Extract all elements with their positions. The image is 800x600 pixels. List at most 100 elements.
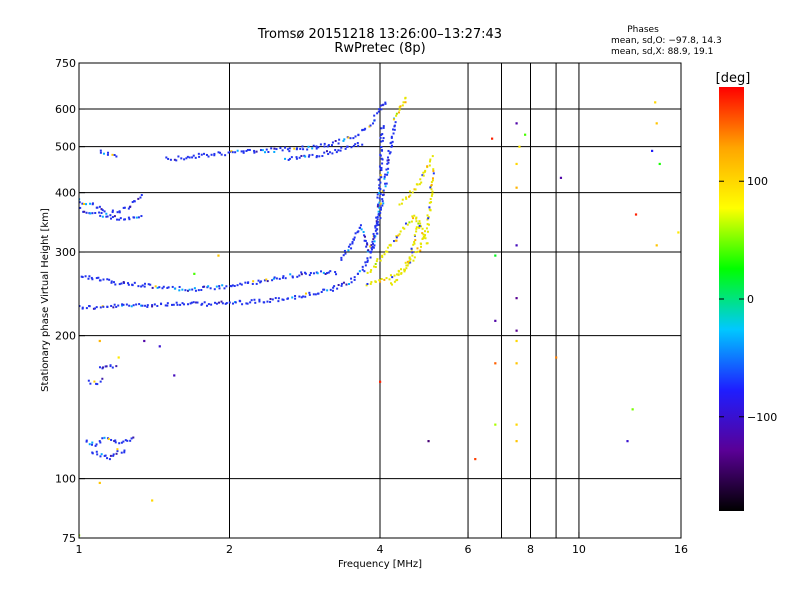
echo-point [337,284,340,287]
echo-point [127,216,130,219]
echo-point [374,280,377,283]
echo-point [173,287,176,290]
echo-point [386,162,389,165]
echo-point [221,302,224,305]
echo-point [389,142,392,145]
echo-point [95,382,98,385]
echo-point [379,202,382,205]
echo-point [377,178,380,181]
echo-point [326,272,329,275]
echo-point [392,118,395,121]
echo-point [311,153,314,156]
echo-point [311,147,314,150]
echo-point [339,149,342,152]
echo-point [373,119,376,122]
echo-point [194,156,197,159]
echo-point [224,302,227,305]
echo-point [141,304,144,307]
echo-point [89,382,92,385]
scatter-point [515,244,518,247]
echo-point [106,305,109,308]
echo-point [124,439,127,442]
echo-point [387,167,390,170]
echo-point [83,210,86,213]
echo-point [266,280,269,283]
echo-point [185,157,188,160]
echo-point [130,437,133,440]
echo-point [88,305,91,308]
echo-point [429,198,432,201]
echo-point [408,221,411,224]
echo-point [161,287,164,290]
echo-point [328,151,331,154]
echo-point [374,229,377,232]
echo-point [413,214,416,217]
echo-point [378,187,381,190]
echo-point [111,153,114,156]
echo-point [126,282,129,285]
echo-point [369,250,372,253]
echo-point [322,271,325,274]
echo-point [282,275,285,278]
echo-point [317,146,320,149]
echo-point [221,284,224,287]
echo-point [110,304,113,307]
echo-point [105,212,108,215]
echo-point [378,165,381,168]
echo-point [115,305,118,308]
scatter-point [151,499,154,502]
echo-point [304,292,307,295]
echo-point [392,128,395,131]
echo-point [284,146,287,149]
echo-point [279,147,282,150]
echo-point [411,191,414,194]
echo-point [111,216,114,219]
echo-point [367,249,370,252]
echo-point [128,304,131,307]
echo-point [312,293,315,296]
echo-point [406,264,409,267]
echo-point [225,285,228,288]
echo-point [371,248,374,251]
echo-point [166,286,169,289]
echo-point [296,147,299,150]
echo-point [428,160,431,163]
echo-point [118,442,121,445]
y-axis-label: Stationary phase Virtual Height [km] [40,208,51,392]
echo-point [244,281,247,284]
echo-point [409,194,412,197]
echo-point [94,307,97,310]
echo-point [366,250,369,253]
echo-point [386,156,389,159]
echo-point [175,159,178,162]
echo-point [105,365,108,368]
echo-point [169,158,172,161]
echo-point [82,202,85,205]
echo-point [342,281,345,284]
echo-point [411,251,414,254]
echo-point [352,137,355,140]
echo-point [415,216,418,219]
x-tick-label: 1 [76,543,83,556]
echo-point [277,300,280,303]
echo-point [350,277,353,280]
stats-line-x: mean, sd,X: 88.9, 19.1 [611,47,713,57]
scatter-point [518,145,521,148]
echo-point [381,198,384,201]
echo-point [203,285,206,288]
echo-point [240,283,243,286]
echo-point [430,185,433,188]
echo-point [377,110,380,113]
echo-point [95,306,98,309]
echo-point [278,277,281,280]
echo-point [426,230,429,233]
echo-point [112,453,115,456]
echo-point [398,203,401,206]
echo-point [375,216,378,219]
echo-point [379,104,382,107]
echo-point [116,211,119,214]
echo-point [201,302,204,305]
echo-point [181,288,184,291]
echo-point [102,305,105,308]
echo-point [374,266,377,269]
